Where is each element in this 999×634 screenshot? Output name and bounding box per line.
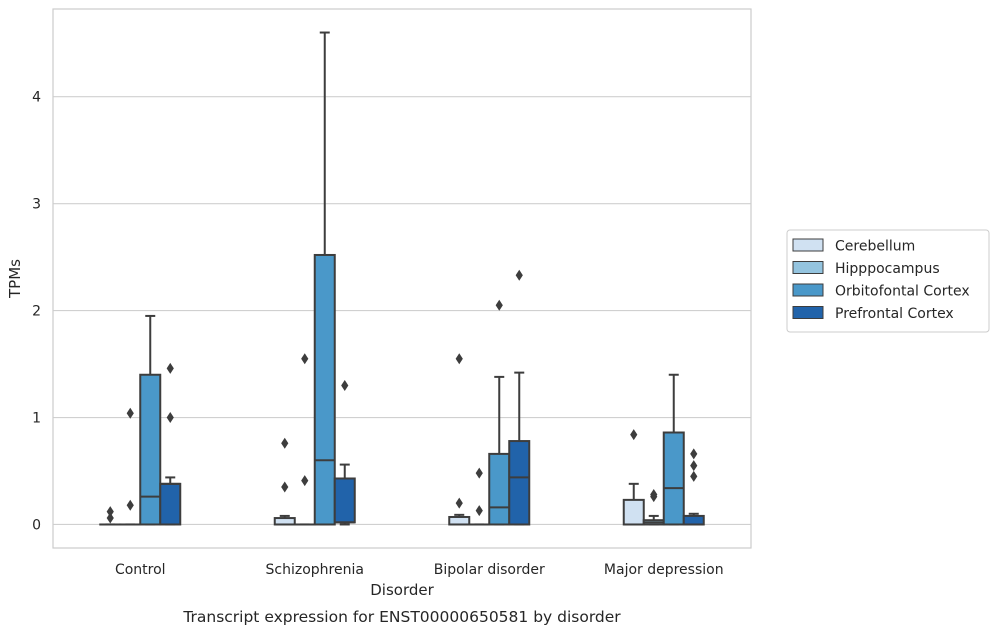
box-plot bbox=[468, 467, 491, 526]
outlier-point bbox=[690, 448, 698, 460]
y-tick-label: 1 bbox=[32, 411, 41, 427]
outlier-point bbox=[106, 512, 114, 524]
legend-label: Prefrontal Cortex bbox=[835, 306, 954, 322]
box bbox=[333, 477, 356, 524]
chart-title: Transcript expression for ENST0000065058… bbox=[182, 608, 621, 626]
y-axis-label: TPMs bbox=[6, 259, 24, 299]
box-plot bbox=[159, 362, 182, 526]
legend-frame bbox=[786, 229, 990, 333]
box-plot bbox=[139, 314, 162, 526]
y-tick-label: 4 bbox=[32, 90, 41, 106]
outlier-point bbox=[166, 412, 174, 424]
box bbox=[448, 515, 471, 526]
y-tick-label: 0 bbox=[32, 517, 41, 533]
box bbox=[508, 440, 531, 526]
outlier-point bbox=[495, 299, 503, 311]
x-tick-label: Bipolar disorder bbox=[434, 562, 545, 578]
outlier-point bbox=[475, 467, 483, 479]
plot-frame bbox=[52, 8, 752, 549]
legend-swatch bbox=[792, 283, 824, 297]
box bbox=[313, 253, 336, 526]
outlier-point bbox=[281, 437, 289, 449]
outlier-point bbox=[126, 499, 134, 511]
box-plot bbox=[682, 448, 705, 526]
box-plot bbox=[313, 31, 336, 526]
y-tick-label: 2 bbox=[32, 304, 41, 320]
legend-label: Hipppocampus bbox=[835, 261, 940, 277]
box-plot bbox=[119, 407, 142, 526]
outlier-point bbox=[301, 475, 309, 487]
legend-swatch bbox=[792, 238, 824, 252]
x-tick-labels: Control Schizophrenia Bipolar disorder Majo… bbox=[115, 562, 724, 578]
legend-swatch bbox=[792, 261, 824, 274]
box-plot bbox=[508, 269, 531, 526]
outlier-point bbox=[341, 379, 349, 391]
box-plot bbox=[488, 299, 511, 526]
outlier-point bbox=[475, 505, 483, 517]
box-plot bbox=[333, 379, 356, 526]
legend-label: Cerebellum bbox=[835, 239, 915, 255]
outlier-point bbox=[166, 362, 174, 374]
outlier-point bbox=[515, 269, 523, 281]
outlier-point bbox=[455, 353, 463, 365]
box-plots bbox=[99, 31, 705, 526]
box bbox=[159, 482, 182, 526]
box-plot bbox=[273, 437, 296, 526]
outlier-point bbox=[126, 407, 134, 419]
y-tick-labels: 0 1 2 3 4 bbox=[32, 90, 41, 534]
outlier-point bbox=[690, 470, 698, 482]
outlier-point bbox=[455, 497, 463, 509]
x-tick-label: Major depression bbox=[604, 562, 724, 578]
outlier-point bbox=[106, 506, 114, 518]
outlier-point bbox=[301, 353, 309, 365]
box-plot bbox=[662, 373, 685, 526]
x-tick-label: Control bbox=[115, 562, 166, 578]
legend: Cerebellum Hipppocampus Orbitofontal Corte… bbox=[786, 229, 990, 333]
outlier-point bbox=[281, 481, 289, 493]
legend-label: Orbitofontal Cortex bbox=[835, 284, 970, 300]
box bbox=[662, 431, 685, 526]
box-plot bbox=[293, 353, 316, 526]
y-tick-label: 3 bbox=[32, 197, 41, 213]
box bbox=[488, 452, 511, 526]
box-plot bbox=[99, 506, 122, 526]
outlier-point bbox=[630, 429, 638, 441]
box bbox=[682, 514, 705, 526]
x-tick-label: Schizophrenia bbox=[266, 562, 364, 578]
box bbox=[622, 498, 645, 526]
box-plot bbox=[642, 489, 665, 526]
x-axis-label: Disorder bbox=[370, 581, 434, 599]
box-plot bbox=[622, 429, 645, 526]
box bbox=[139, 373, 162, 526]
box-plot bbox=[448, 353, 471, 526]
outlier-point bbox=[690, 460, 698, 472]
outlier-point bbox=[650, 489, 658, 501]
legend-swatch bbox=[792, 306, 824, 319]
